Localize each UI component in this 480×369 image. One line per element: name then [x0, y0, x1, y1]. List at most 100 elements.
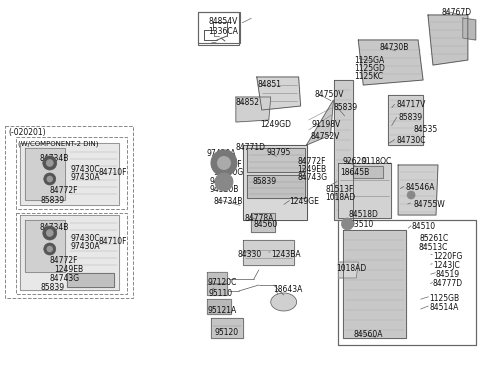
Bar — [5, 126, 133, 298]
Text: 1018AD: 1018AD — [336, 264, 367, 273]
Text: 84772F: 84772F — [298, 157, 326, 166]
Polygon shape — [359, 40, 423, 85]
Polygon shape — [463, 18, 476, 40]
Text: 97430A: 97430A — [71, 242, 100, 251]
Text: 93510: 93510 — [349, 220, 373, 229]
Text: 84518D: 84518D — [348, 210, 378, 219]
Polygon shape — [243, 240, 294, 265]
Text: 84851: 84851 — [258, 80, 282, 89]
Text: 84772F: 84772F — [50, 186, 78, 195]
Polygon shape — [353, 166, 383, 178]
Polygon shape — [20, 215, 120, 290]
Circle shape — [211, 150, 237, 176]
Ellipse shape — [271, 293, 297, 311]
Text: 84771D: 84771D — [236, 143, 266, 152]
Text: 81513F: 81513F — [325, 185, 354, 194]
Text: 9118OC: 9118OC — [361, 157, 392, 166]
Polygon shape — [338, 163, 391, 218]
Text: 84519: 84519 — [436, 270, 460, 279]
Text: 84777D: 84777D — [433, 279, 463, 288]
Circle shape — [43, 156, 57, 170]
Text: 84730B: 84730B — [379, 43, 408, 52]
Text: 84560A: 84560A — [353, 330, 383, 339]
Text: 93790G: 93790G — [213, 168, 243, 177]
Text: 84535: 84535 — [413, 125, 437, 134]
Circle shape — [47, 176, 53, 182]
Text: 84730C: 84730C — [396, 136, 426, 145]
Text: 84852: 84852 — [236, 98, 260, 107]
Polygon shape — [243, 145, 307, 220]
Text: 84755W: 84755W — [413, 200, 445, 209]
Text: (W/COMPONENT-2 DIN): (W/COMPONENT-2 DIN) — [18, 140, 98, 146]
Polygon shape — [25, 148, 65, 200]
Text: 1243BA: 1243BA — [271, 250, 300, 259]
Text: 84734B: 84734B — [213, 197, 242, 206]
Text: 84778A: 84778A — [245, 214, 274, 223]
Bar — [338, 220, 476, 345]
Circle shape — [43, 226, 57, 240]
Text: 18643A: 18643A — [273, 285, 302, 294]
Text: 84750V: 84750V — [314, 90, 344, 99]
Text: 97420A: 97420A — [206, 149, 236, 158]
Bar — [16, 137, 127, 209]
Polygon shape — [211, 318, 243, 338]
Text: 84330: 84330 — [238, 250, 262, 259]
Bar — [16, 213, 127, 294]
Text: 93710F: 93710F — [213, 160, 241, 169]
Text: 97430A: 97430A — [71, 173, 100, 182]
Text: 84560: 84560 — [254, 220, 278, 229]
Text: 1125KC: 1125KC — [354, 72, 384, 81]
Text: 94520B: 94520B — [209, 185, 239, 194]
Text: 85839: 85839 — [41, 196, 65, 205]
Text: 84513C: 84513C — [418, 243, 447, 252]
Text: 84743G: 84743G — [50, 274, 80, 283]
Circle shape — [44, 173, 56, 185]
Text: 84854V: 84854V — [208, 17, 238, 26]
Polygon shape — [247, 148, 305, 172]
Polygon shape — [428, 15, 468, 65]
Text: (-020201): (-020201) — [8, 128, 46, 137]
Polygon shape — [207, 284, 227, 295]
Circle shape — [46, 229, 54, 237]
Polygon shape — [307, 100, 334, 145]
Text: 97120C: 97120C — [207, 278, 237, 287]
Text: 84734B: 84734B — [40, 154, 69, 163]
Polygon shape — [257, 77, 300, 110]
Text: 95110: 95110 — [208, 289, 232, 298]
Text: 84743G: 84743G — [298, 173, 328, 182]
Circle shape — [44, 243, 56, 255]
Bar — [338, 220, 476, 345]
Text: 84514A: 84514A — [429, 303, 458, 312]
Text: 92620: 92620 — [342, 157, 367, 166]
Text: 84510: 84510 — [411, 222, 435, 231]
Polygon shape — [207, 299, 231, 314]
Text: 84710F: 84710F — [98, 168, 127, 177]
Text: 85839: 85839 — [334, 103, 358, 112]
Text: 1249GD: 1249GD — [260, 120, 291, 129]
Text: 93795: 93795 — [267, 148, 291, 157]
Text: 85839: 85839 — [41, 283, 65, 292]
Polygon shape — [251, 213, 275, 232]
Polygon shape — [236, 97, 271, 122]
Circle shape — [46, 159, 54, 167]
Text: 84772F: 84772F — [50, 256, 78, 265]
Text: 1336CA: 1336CA — [208, 27, 238, 36]
Circle shape — [215, 173, 233, 191]
Polygon shape — [67, 273, 114, 287]
Text: 1243JC: 1243JC — [433, 261, 460, 270]
Text: 1249EB: 1249EB — [54, 265, 83, 274]
Circle shape — [341, 218, 353, 230]
Polygon shape — [335, 80, 353, 220]
Text: 97430C: 97430C — [71, 234, 100, 243]
Text: 84546A: 84546A — [405, 183, 434, 192]
Text: 91198V: 91198V — [312, 120, 341, 129]
Text: 1125GA: 1125GA — [354, 56, 384, 65]
Circle shape — [217, 156, 231, 170]
Text: 1249GE: 1249GE — [289, 197, 320, 206]
Polygon shape — [388, 95, 423, 145]
Text: 1249EB: 1249EB — [298, 165, 327, 174]
Text: 84717V: 84717V — [396, 100, 426, 109]
Text: 95120: 95120 — [214, 328, 238, 337]
Text: 84734B: 84734B — [40, 223, 69, 232]
Polygon shape — [207, 272, 227, 283]
